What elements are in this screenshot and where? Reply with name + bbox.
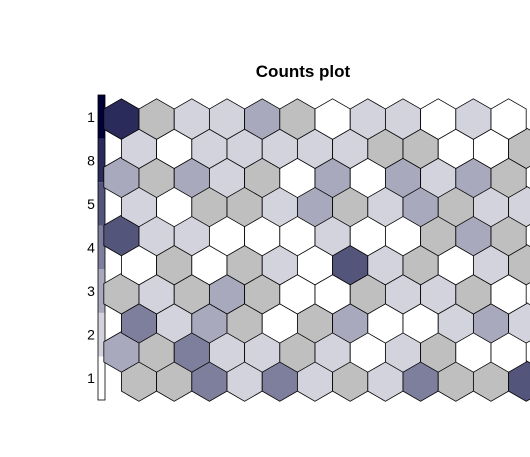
- legend-swatch: [98, 269, 105, 313]
- legend-swatch: [98, 182, 105, 226]
- legend-label: 2: [87, 327, 95, 343]
- legend-swatch: [98, 356, 105, 400]
- legend-swatch: [98, 312, 105, 357]
- color-legend: 1 2 3 4 5 8 1: [87, 94, 106, 401]
- legend-label: 1: [87, 109, 95, 125]
- legend-swatch: [98, 138, 105, 183]
- hex-cell: [490, 98, 527, 140]
- legend-swatch: [98, 95, 105, 139]
- hex-grid: [103, 98, 530, 402]
- legend-label: 4: [87, 240, 95, 256]
- legend-frame: [97, 94, 106, 401]
- legend-label: 1: [87, 370, 95, 386]
- legend-label: 5: [87, 196, 95, 212]
- legend-label: 8: [87, 152, 95, 168]
- legend-label: 3: [87, 283, 95, 299]
- chart-title: Counts plot: [256, 62, 351, 81]
- legend-swatch: [98, 225, 105, 270]
